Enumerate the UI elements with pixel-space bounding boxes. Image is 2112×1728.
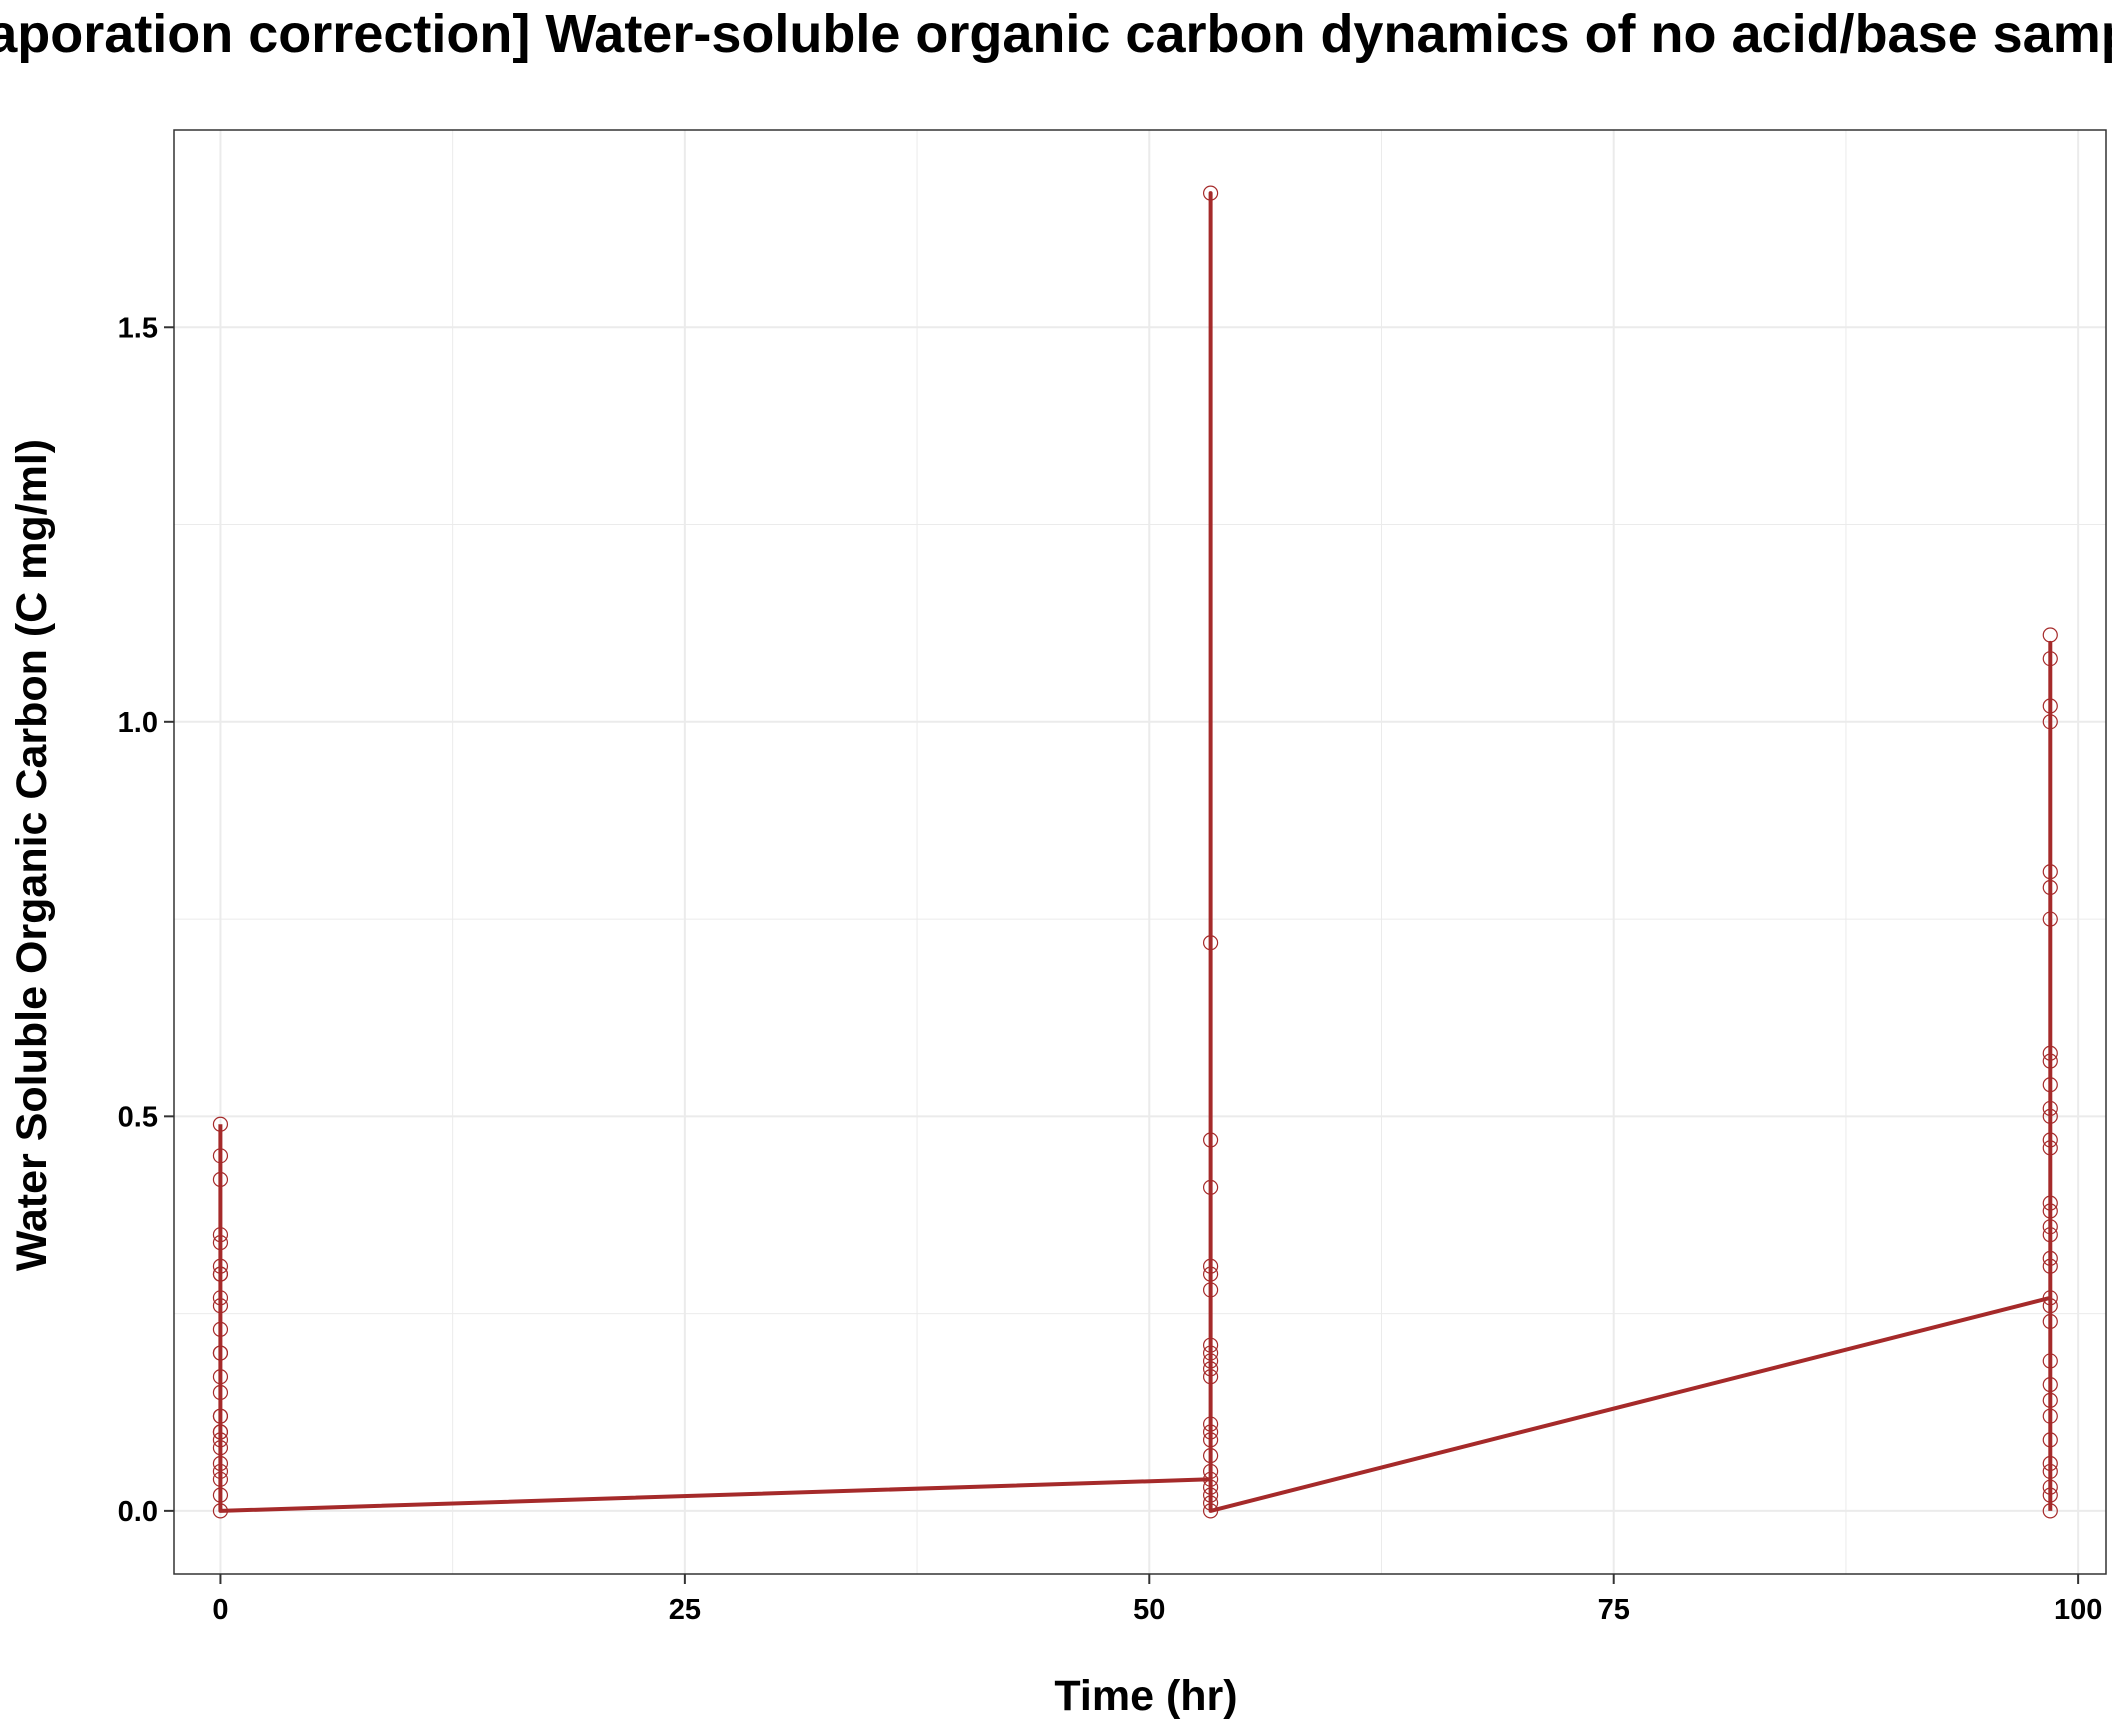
data-point (2042, 1479, 2058, 1495)
data-point (2042, 1392, 2058, 1409)
data-point (2042, 864, 2058, 880)
data-point (2042, 1487, 2058, 1503)
data-point (212, 1408, 229, 1424)
data-point (2042, 1298, 2058, 1314)
data-point (2042, 1290, 2058, 1306)
data-point (2042, 1503, 2058, 1519)
data-point (2042, 1227, 2058, 1243)
data-point (212, 1424, 229, 1440)
chart-title: [Evaporation correction] Water-soluble o… (0, 4, 2112, 64)
data-point (1202, 1345, 1219, 1361)
data-point (2042, 1053, 2058, 1069)
data-point (1202, 1282, 1219, 1298)
series-line (218, 191, 2053, 1513)
data-point (2042, 1100, 2058, 1117)
data-point (2042, 698, 2058, 714)
data-point (1202, 1479, 1219, 1495)
data-point (2042, 1132, 2058, 1148)
data-point (212, 1463, 229, 1480)
data-point (212, 1384, 229, 1401)
data-point (2042, 1463, 2058, 1480)
data-point (212, 1455, 229, 1472)
data-point (2042, 911, 2058, 927)
data-point (2042, 1108, 2058, 1124)
data-point (1202, 1132, 1219, 1148)
data-point (2042, 1353, 2058, 1369)
data-point (1202, 1361, 1219, 1377)
data-point (1202, 1463, 1219, 1480)
data-point (2042, 1195, 2058, 1211)
data-point (1202, 1353, 1219, 1369)
data-point (212, 1227, 229, 1243)
y-axis-ticks: 0.0 0.5 1.0 1.5 (118, 312, 174, 1528)
data-point (1202, 185, 1219, 201)
grid-major (174, 130, 2106, 1574)
data-point (2042, 714, 2058, 730)
data-point (2042, 1432, 2058, 1448)
x-tick-label: 50 (1133, 1594, 1165, 1626)
data-point (212, 1345, 229, 1361)
data-point (2042, 627, 2058, 643)
data-point (1202, 1416, 1219, 1432)
x-tick-label: 75 (1598, 1594, 1630, 1626)
grid-minor (174, 130, 2106, 1574)
data-point (2042, 1258, 2058, 1274)
y-tick-label: 1.5 (118, 312, 158, 344)
x-tick-label: 0 (212, 1594, 228, 1626)
data-point (2042, 879, 2058, 896)
data-point (212, 1258, 229, 1274)
data-point (1202, 1471, 1219, 1487)
data-point (1202, 1337, 1219, 1353)
data-point (2042, 1377, 2058, 1393)
y-tick-label: 0.0 (118, 1496, 158, 1528)
data-point (212, 1432, 229, 1448)
data-point (1202, 1179, 1219, 1195)
series-points (212, 185, 2058, 1519)
data-point (2042, 1250, 2058, 1266)
y-axis-title: Water Soluble Organic Carbon (C mg/ml) (8, 439, 56, 1271)
data-point (1202, 935, 1219, 951)
data-point (2042, 1140, 2058, 1156)
data-point (1202, 1424, 1219, 1440)
data-point (1202, 1448, 1219, 1464)
data-point (1202, 1266, 1219, 1282)
data-point (212, 1503, 229, 1519)
data-point (1202, 1487, 1219, 1503)
data-point (2042, 1203, 2058, 1219)
y-tick-label: 1.0 (118, 707, 158, 739)
data-point (212, 1266, 229, 1282)
data-point (212, 1290, 229, 1306)
series-lines (218, 191, 2053, 1513)
data-point (2042, 1455, 2058, 1472)
data-point (2042, 651, 2058, 667)
data-point (212, 1148, 229, 1164)
data-point (1202, 1258, 1219, 1274)
data-point (212, 1487, 229, 1503)
data-point (212, 1234, 229, 1251)
data-point (1202, 1369, 1219, 1385)
data-point (2042, 1219, 2058, 1235)
x-tick-label: 100 (2054, 1594, 2102, 1626)
data-point (212, 1116, 229, 1132)
x-axis-ticks: 0 25 50 75 100 (212, 1574, 2102, 1626)
data-point (2042, 1045, 2058, 1061)
data-point (2042, 1313, 2058, 1330)
data-point (1202, 1503, 1219, 1519)
data-point (212, 1171, 229, 1188)
y-tick-label: 0.5 (118, 1101, 158, 1133)
data-point (212, 1471, 229, 1487)
data-point (212, 1369, 229, 1385)
data-point (212, 1298, 229, 1314)
plot-panel-border (173, 129, 2107, 1575)
x-axis-title: Time (hr) (1054, 1672, 1237, 1720)
data-point (2042, 1408, 2058, 1424)
data-point (1202, 1495, 1219, 1511)
x-tick-label: 25 (669, 1594, 701, 1626)
data-point (2042, 1077, 2058, 1093)
data-point (212, 1440, 229, 1456)
data-point (212, 1321, 229, 1337)
data-point (1202, 1432, 1219, 1448)
